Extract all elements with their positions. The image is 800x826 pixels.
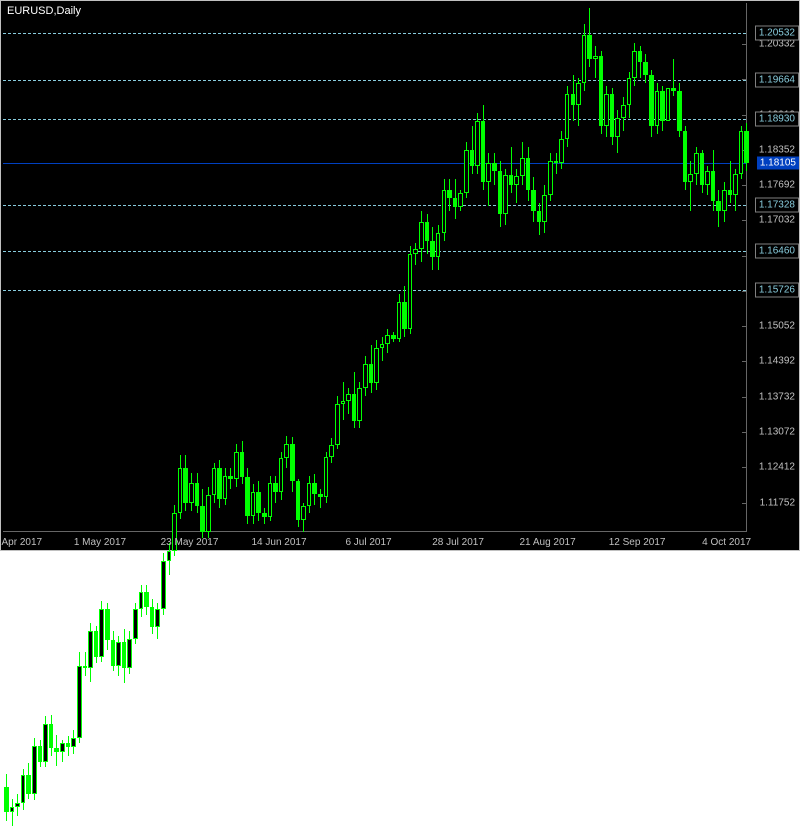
y-tick-label: 1.17692 [759,180,795,191]
horizontal-level-label: 1.19664 [755,72,799,87]
x-tick-label: 23 May 2017 [161,537,219,548]
y-tick-label: 1.17032 [759,215,795,226]
horizontal-level-label: 1.20532 [755,26,799,41]
x-tick-label: 28 Jul 2017 [432,537,484,548]
current-price-line [3,163,746,164]
y-axis: 1.203321.196721.190121.183521.176921.170… [749,3,799,532]
x-tick-label: 1 May 2017 [74,537,126,548]
chart-container: EURUSD,Daily 1.203321.196721.190121.1835… [0,0,800,551]
y-tick-label: 1.15052 [759,321,795,332]
horizontal-level-line[interactable] [3,119,746,120]
x-tick-label: 4 Oct 2017 [702,537,751,548]
horizontal-level-line[interactable] [3,251,746,252]
x-tick-label: 7 Apr 2017 [0,537,42,548]
horizontal-level-label: 1.16460 [755,243,799,258]
horizontal-level-label: 1.17328 [755,197,799,212]
y-tick-label: 1.13732 [759,391,795,402]
y-tick-label: 1.12412 [759,462,795,473]
chart-title: EURUSD,Daily [7,5,81,17]
plot-area[interactable] [3,3,747,532]
horizontal-level-line[interactable] [3,33,746,34]
y-tick-label: 1.11752 [760,497,795,508]
horizontal-level-line[interactable] [3,290,746,291]
y-tick-label: 1.18352 [759,144,795,155]
x-axis: 7 Apr 2017 1 May 2017 23 May 2017 14 Jun 20… [3,534,747,550]
y-tick-label: 1.13072 [759,426,795,437]
horizontal-level-label: 1.18930 [755,111,799,126]
x-tick-label: 6 Jul 2017 [345,537,391,548]
horizontal-level-line[interactable] [3,205,746,206]
x-tick-label: 14 Jun 2017 [251,537,306,548]
y-tick-label: 1.14392 [759,356,795,367]
x-tick-label: 21 Aug 2017 [519,537,575,548]
horizontal-level-label: 1.15726 [755,283,799,298]
current-price-label: 1.18105 [757,157,799,170]
x-tick-label: 12 Sep 2017 [609,537,666,548]
